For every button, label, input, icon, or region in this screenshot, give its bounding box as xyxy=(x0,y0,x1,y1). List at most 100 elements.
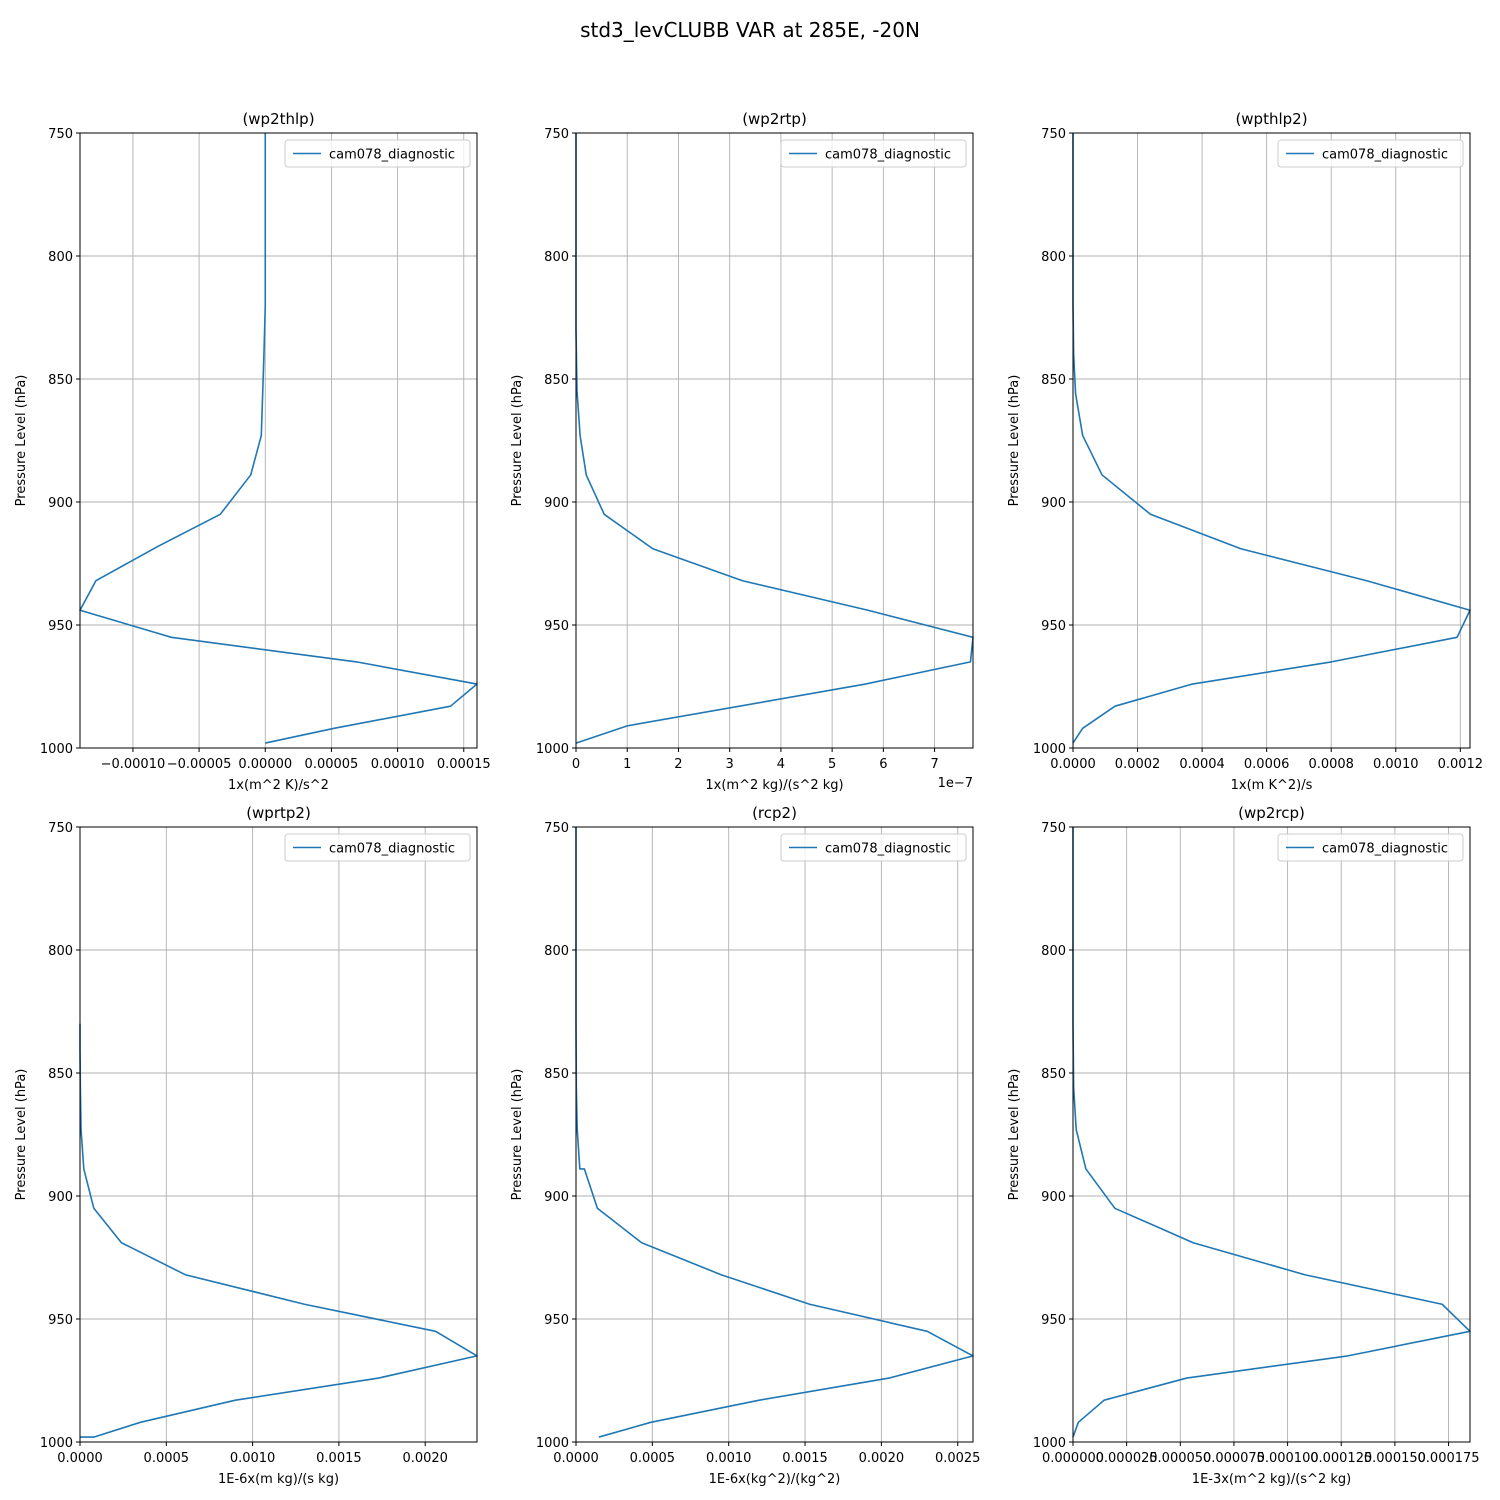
x-offset-text: 1e−7 xyxy=(938,776,973,791)
plot-frame xyxy=(1072,826,1471,1443)
y-tick-label: 750 xyxy=(48,127,73,142)
x-tick-label: 0.000050 xyxy=(1149,1451,1211,1466)
y-tick-label: 800 xyxy=(544,944,569,959)
x-tick-label: −0.00005 xyxy=(167,757,232,772)
legend-box xyxy=(284,139,471,168)
y-tick-label: 750 xyxy=(1041,127,1066,142)
subplot-title: (wp2rcp) xyxy=(1238,804,1305,822)
x-tick-label: 0.0005 xyxy=(630,1451,676,1466)
x-tick-label: 0.0004 xyxy=(1179,757,1225,772)
subplot-title: (wpthlp2) xyxy=(1235,110,1307,128)
y-tick-label: 1000 xyxy=(536,742,569,757)
legend-label: cam078_diagnostic xyxy=(329,148,455,163)
subplot-title: (wp2thlp) xyxy=(242,110,314,128)
y-tick-label: 750 xyxy=(48,821,73,836)
legend-label: cam078_diagnostic xyxy=(329,842,455,857)
legend-box xyxy=(284,833,471,862)
y-tick-label: 800 xyxy=(48,250,73,265)
legend-box xyxy=(780,833,967,862)
x-tick-label: 5 xyxy=(828,757,836,772)
subplot-5: 0.0000 0.0005 0.0010 0.0015 0.0020 0.0025 750 8… xyxy=(510,804,980,1487)
legend: cam078_diagnostic xyxy=(1277,833,1464,862)
y-axis-label: Pressure Level (hPa) xyxy=(1007,375,1022,507)
plot-frame xyxy=(575,826,974,1443)
x-tick-label: 0.0000 xyxy=(57,1451,103,1466)
subplot-2: 0 1 2 3 4 5 6 7 750 800 850 900 950 1000 (wp2rtp) 1x(m^… xyxy=(510,110,974,793)
x-tick-label: 7 xyxy=(930,757,938,772)
x-tick-label: 0.0015 xyxy=(316,1451,362,1466)
y-axis-label: Pressure Level (hPa) xyxy=(14,1069,29,1201)
y-tick-label: 850 xyxy=(48,1067,73,1082)
y-tick-label: 900 xyxy=(1041,496,1066,511)
x-axis-label: 1E-3x(m^2 kg)/(s^2 kg) xyxy=(1192,1472,1351,1487)
series-line-cam078_diagnostic xyxy=(79,133,478,744)
legend-label: cam078_diagnostic xyxy=(825,148,951,163)
plot-frame xyxy=(1072,132,1471,749)
x-tick-label: 0.0010 xyxy=(230,1451,276,1466)
x-tick-label: 0.000150 xyxy=(1364,1451,1426,1466)
legend-label: cam078_diagnostic xyxy=(825,842,951,857)
x-tick-label: 3 xyxy=(726,757,734,772)
legend-box xyxy=(1277,833,1464,862)
x-axis-label: 1x(m^2 K)/s^2 xyxy=(228,778,329,793)
y-tick-label: 750 xyxy=(544,127,569,142)
series-line-cam078_diagnostic xyxy=(79,1023,478,1438)
y-tick-label: 950 xyxy=(48,619,73,634)
subplot-4: 0.0000 0.0005 0.0010 0.0015 0.0020 750 800 850 9… xyxy=(14,804,478,1487)
y-tick-label: 900 xyxy=(48,1190,73,1205)
x-tick-label: 0.0015 xyxy=(782,1451,828,1466)
y-tick-label: 900 xyxy=(544,1190,569,1205)
y-tick-label: 750 xyxy=(544,821,569,836)
y-tick-label: 850 xyxy=(1041,1067,1066,1082)
x-tick-label: 0.00005 xyxy=(305,757,359,772)
x-tick-label: 0.0008 xyxy=(1308,757,1354,772)
x-tick-label: 0.0020 xyxy=(402,1451,448,1466)
legend: cam078_diagnostic xyxy=(284,833,471,862)
x-tick-label: 0.00000 xyxy=(238,757,292,772)
subplot-6: 0.0000000.0000250.0000500.0000750.000100… xyxy=(1007,804,1480,1487)
y-tick-label: 850 xyxy=(1041,373,1066,388)
y-tick-label: 800 xyxy=(1041,250,1066,265)
y-tick-label: 1000 xyxy=(536,1436,569,1451)
x-tick-label: 0.0025 xyxy=(935,1451,981,1466)
y-axis-label: Pressure Level (hPa) xyxy=(1007,1069,1022,1201)
legend: cam078_diagnostic xyxy=(1277,139,1464,168)
x-tick-label: 0 xyxy=(572,757,580,772)
x-axis-label: 1x(m^2 kg)/(s^2 kg) xyxy=(705,778,843,793)
y-tick-label: 1000 xyxy=(40,1436,73,1451)
subplot-title: (rcp2) xyxy=(752,804,797,822)
y-tick-label: 950 xyxy=(48,1313,73,1328)
subplot-grid: −0.00010 −0.00005 0.00000 0.00005 0.00010 0.0… xyxy=(14,110,1483,1487)
y-tick-label: 1000 xyxy=(1033,742,1066,757)
y-tick-label: 900 xyxy=(48,496,73,511)
y-tick-label: 800 xyxy=(544,250,569,265)
x-axis-label: 1E-6x(kg^2)/(kg^2) xyxy=(709,1472,841,1487)
x-tick-label: 0.000000 xyxy=(1042,1451,1104,1466)
y-tick-label: 950 xyxy=(1041,1313,1066,1328)
y-axis-label: Pressure Level (hPa) xyxy=(14,375,29,507)
x-tick-label: 2 xyxy=(674,757,682,772)
x-tick-label: 0.00010 xyxy=(371,757,425,772)
legend-label: cam078_diagnostic xyxy=(1322,148,1448,163)
x-tick-label: 0.0002 xyxy=(1115,757,1161,772)
subplot-title: (wp2rtp) xyxy=(742,110,807,128)
figure-title: std3_levCLUBB VAR at 285E, -20N xyxy=(580,18,920,42)
plot-frame xyxy=(79,132,478,749)
y-tick-label: 850 xyxy=(544,1067,569,1082)
x-tick-label: 0.0005 xyxy=(144,1451,190,1466)
subplot-3: 0.0000 0.0002 0.0004 0.0006 0.0008 0.0010 0.00… xyxy=(1007,110,1483,793)
x-tick-label: 1 xyxy=(623,757,631,772)
legend-box xyxy=(780,139,967,168)
y-tick-label: 900 xyxy=(544,496,569,511)
y-tick-label: 950 xyxy=(1041,619,1066,634)
y-tick-label: 900 xyxy=(1041,1190,1066,1205)
y-axis-label: Pressure Level (hPa) xyxy=(510,1069,525,1201)
x-axis-label: 1x(m K^2)/s xyxy=(1231,778,1313,793)
x-tick-label: 0.0020 xyxy=(859,1451,905,1466)
subplot-1: −0.00010 −0.00005 0.00000 0.00005 0.00010 0.0… xyxy=(14,110,491,793)
x-tick-label: 0.000075 xyxy=(1203,1451,1265,1466)
x-tick-label: 0.000125 xyxy=(1310,1451,1372,1466)
y-tick-label: 1000 xyxy=(40,742,73,757)
